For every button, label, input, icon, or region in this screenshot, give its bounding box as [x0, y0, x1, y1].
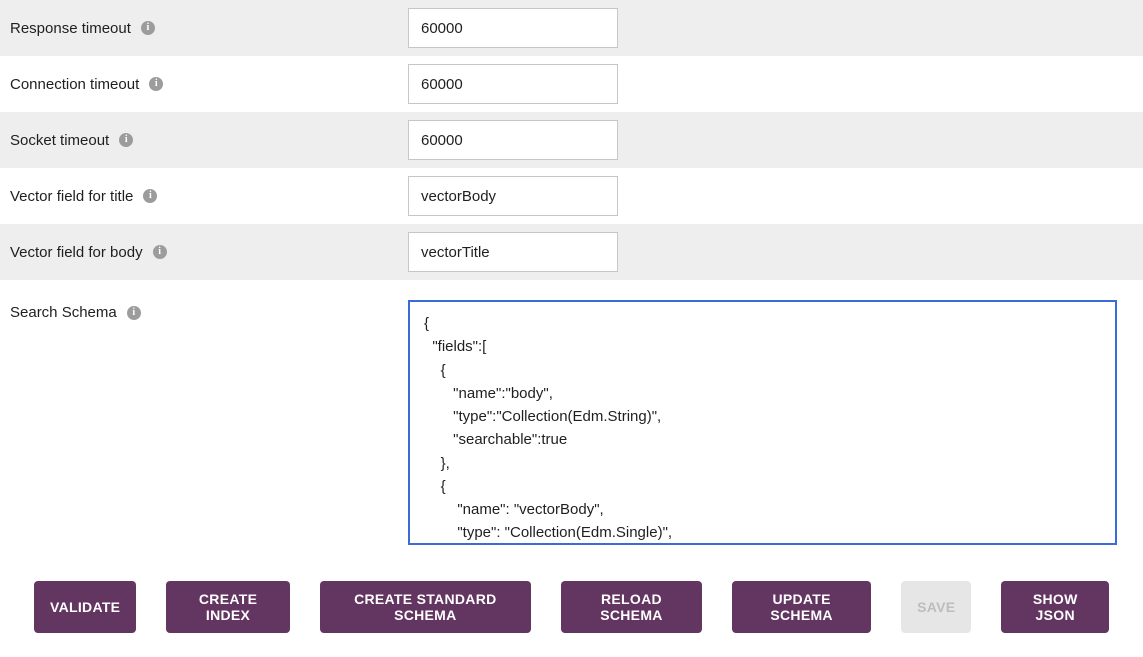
update-schema-button[interactable]: UPDATE SCHEMA [732, 581, 871, 633]
button-bar: VALIDATE CREATE INDEX CREATE STANDARD SC… [0, 549, 1143, 657]
show-json-button[interactable]: SHOW JSON [1001, 581, 1109, 633]
connection-timeout-input[interactable] [408, 64, 618, 104]
row-vector-title: Vector field for title i [0, 168, 1143, 224]
label-cell: Search Schema i [0, 300, 408, 321]
vector-title-input[interactable] [408, 176, 618, 216]
info-icon[interactable]: i [143, 189, 157, 203]
info-icon[interactable]: i [153, 245, 167, 259]
input-cell [408, 56, 618, 112]
info-icon[interactable]: i [141, 21, 155, 35]
form-rows: Response timeout i Connection timeout i … [0, 0, 1143, 549]
label-cell: Vector field for title i [0, 188, 408, 205]
info-icon[interactable]: i [119, 133, 133, 147]
response-timeout-input[interactable] [408, 8, 618, 48]
connection-timeout-label: Connection timeout [10, 76, 139, 93]
save-button: SAVE [901, 581, 971, 633]
info-icon[interactable]: i [149, 77, 163, 91]
row-search-schema: Search Schema i [0, 280, 1143, 549]
info-icon[interactable]: i [127, 306, 141, 320]
input-cell [408, 0, 618, 56]
label-cell: Vector field for body i [0, 244, 408, 261]
create-standard-schema-button[interactable]: CREATE STANDARD SCHEMA [320, 581, 531, 633]
input-cell [408, 112, 618, 168]
socket-timeout-label: Socket timeout [10, 132, 109, 149]
row-response-timeout: Response timeout i [0, 0, 1143, 56]
label-cell: Connection timeout i [0, 76, 408, 93]
label-cell: Socket timeout i [0, 132, 408, 149]
schema-cell [408, 300, 1143, 549]
input-cell [408, 168, 618, 224]
vector-body-label: Vector field for body [10, 244, 143, 261]
vector-body-input[interactable] [408, 232, 618, 272]
search-schema-label: Search Schema [10, 304, 117, 321]
vector-title-label: Vector field for title [10, 188, 133, 205]
response-timeout-label: Response timeout [10, 20, 131, 37]
input-cell [408, 224, 618, 280]
socket-timeout-input[interactable] [408, 120, 618, 160]
row-connection-timeout: Connection timeout i [0, 56, 1143, 112]
row-vector-body: Vector field for body i [0, 224, 1143, 280]
search-schema-textarea[interactable] [408, 300, 1117, 545]
validate-button[interactable]: VALIDATE [34, 581, 136, 633]
label-cell: Response timeout i [0, 20, 408, 37]
create-index-button[interactable]: CREATE INDEX [166, 581, 289, 633]
row-socket-timeout: Socket timeout i [0, 112, 1143, 168]
reload-schema-button[interactable]: RELOAD SCHEMA [561, 581, 702, 633]
